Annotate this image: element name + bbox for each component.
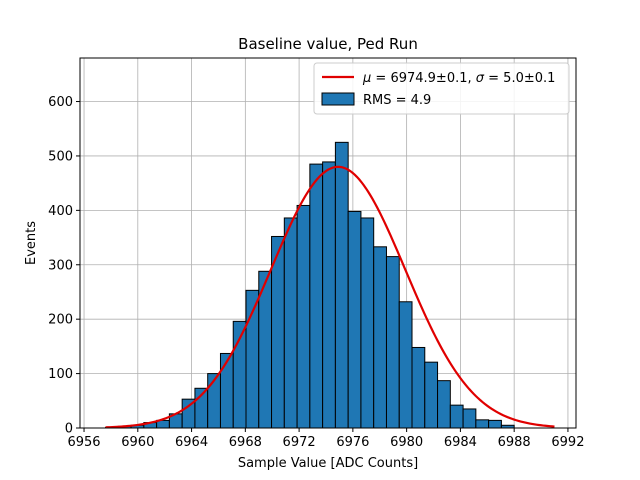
x-tick-label: 6972 — [283, 435, 316, 450]
x-tick-label: 6988 — [498, 435, 531, 450]
x-axis-label: Sample Value [ADC Counts] — [238, 456, 418, 471]
y-tick-label: 300 — [48, 258, 73, 273]
x-tick-label: 6984 — [444, 435, 477, 450]
y-axis-label: Events — [24, 221, 39, 265]
histogram-bar — [334, 141, 349, 429]
histogram-bar — [475, 419, 490, 429]
histogram-bar — [373, 246, 387, 429]
x-tick-label: 6960 — [121, 435, 154, 450]
histogram-bar — [219, 352, 234, 429]
histogram-bar — [462, 408, 477, 429]
histogram-bar — [360, 217, 375, 429]
histogram-bar — [283, 217, 298, 429]
x-tick-label: 6992 — [551, 435, 584, 450]
x-tick-label: 6976 — [336, 435, 369, 450]
histogram-bar — [424, 361, 439, 429]
histogram-bar — [309, 163, 324, 429]
y-tick-label: 100 — [48, 367, 73, 382]
y-tick-label: 400 — [48, 204, 73, 219]
y-tick-label: 200 — [48, 313, 73, 328]
y-tick-label: 500 — [48, 149, 73, 164]
histogram-bar — [411, 346, 426, 429]
legend-box — [313, 62, 570, 115]
histogram-bar — [437, 380, 451, 429]
x-tick-label: 6980 — [390, 435, 423, 450]
histogram-bar — [488, 419, 502, 429]
legend-sigma-symbol: σ — [476, 71, 485, 86]
legend-fit-label: μ = 6974.9±0.1, σ = 5.0±0.1 — [362, 71, 555, 86]
histogram-bar — [449, 404, 464, 429]
histogram-bar — [322, 161, 336, 429]
histogram-bar — [296, 204, 311, 429]
plot-frame — [79, 57, 577, 429]
histogram-bars — [105, 141, 515, 429]
y-tick-label: 0 — [65, 422, 73, 437]
legend: μ = 6974.9±0.1, σ = 5.0±0.1 RMS = 4.9 — [313, 62, 570, 115]
legend-sigma-value: = 5.0±0.1 — [484, 71, 555, 86]
legend-mu-symbol: μ — [362, 71, 371, 86]
histogram-bar — [385, 256, 400, 429]
x-tick-label: 6964 — [175, 435, 208, 450]
chart-title: Baseline value, Ped Run — [238, 35, 418, 53]
histogram-bar — [398, 301, 413, 429]
histogram-bar — [347, 210, 362, 429]
legend-hist-swatch — [321, 92, 355, 106]
x-tick-label: 6956 — [67, 435, 100, 450]
x-tick-label: 6968 — [229, 435, 262, 450]
legend-mu-value: = 6974.9±0.1, — [371, 71, 475, 86]
gaussian-fit-curve — [105, 165, 555, 429]
x-axis-ticks: 6956 6960 6964 6968 6972 6976 6980 6984 6988 6992 — [67, 428, 584, 450]
legend-hist-label: RMS = 4.9 — [363, 93, 431, 108]
y-axis-ticks: 0 100 200 300 400 500 600 — [48, 95, 80, 437]
y-tick-label: 600 — [48, 95, 73, 110]
